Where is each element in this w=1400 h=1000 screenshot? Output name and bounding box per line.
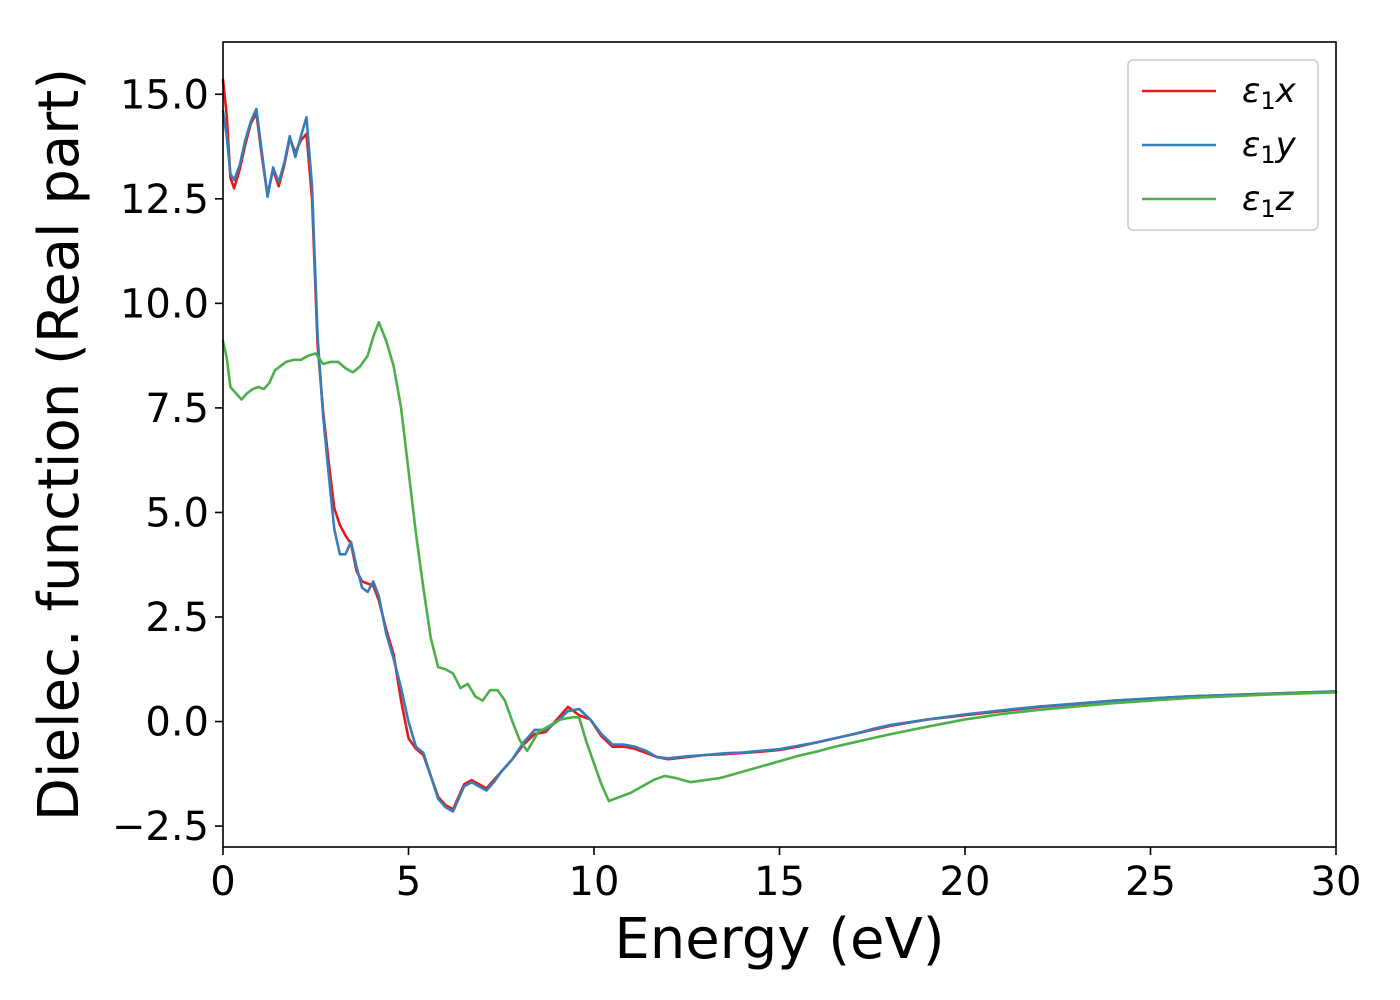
- x-tick-label: 30: [1311, 859, 1362, 905]
- y-tick-label: −2.5: [112, 804, 209, 850]
- y-tick-label: 5.0: [145, 490, 209, 536]
- legend-label-z: ε1z: [1242, 179, 1295, 223]
- x-tick-label: 0: [210, 859, 235, 905]
- legend-label-y: ε1y: [1242, 125, 1297, 169]
- y-tick-label: 2.5: [145, 595, 209, 641]
- y-axis-ticks: −2.5 0.0 2.5 5.0 7.5 10.0 12.5 15.0: [112, 72, 223, 850]
- y-tick-label: 7.5: [145, 386, 209, 432]
- x-tick-label: 20: [940, 859, 991, 905]
- y-tick-label: 12.5: [120, 177, 209, 223]
- legend-label-x: ε1x: [1242, 71, 1297, 115]
- series-layer: [221, 78, 1338, 813]
- y-tick-label: 15.0: [120, 72, 209, 118]
- x-tick-label: 10: [569, 859, 620, 905]
- y-axis-title: Dielec. function (Real part): [27, 68, 92, 821]
- legend-items: ε1x ε1y ε1z: [1142, 71, 1297, 223]
- x-tick-label: 25: [1125, 859, 1176, 905]
- x-axis-title: Energy (eV): [614, 907, 944, 972]
- y-tick-label: 10.0: [120, 281, 209, 327]
- series-line-y: [221, 107, 1338, 813]
- legend: ε1x ε1y ε1z: [1127, 59, 1319, 231]
- x-tick-label: 5: [396, 859, 421, 905]
- x-tick-label: 15: [754, 859, 805, 905]
- x-axis-ticks: 0 5 10 15 20 25 30: [210, 847, 1361, 905]
- y-tick-label: 0.0: [145, 700, 209, 746]
- series-line-z: [221, 320, 1338, 803]
- legend-box: [1127, 59, 1319, 231]
